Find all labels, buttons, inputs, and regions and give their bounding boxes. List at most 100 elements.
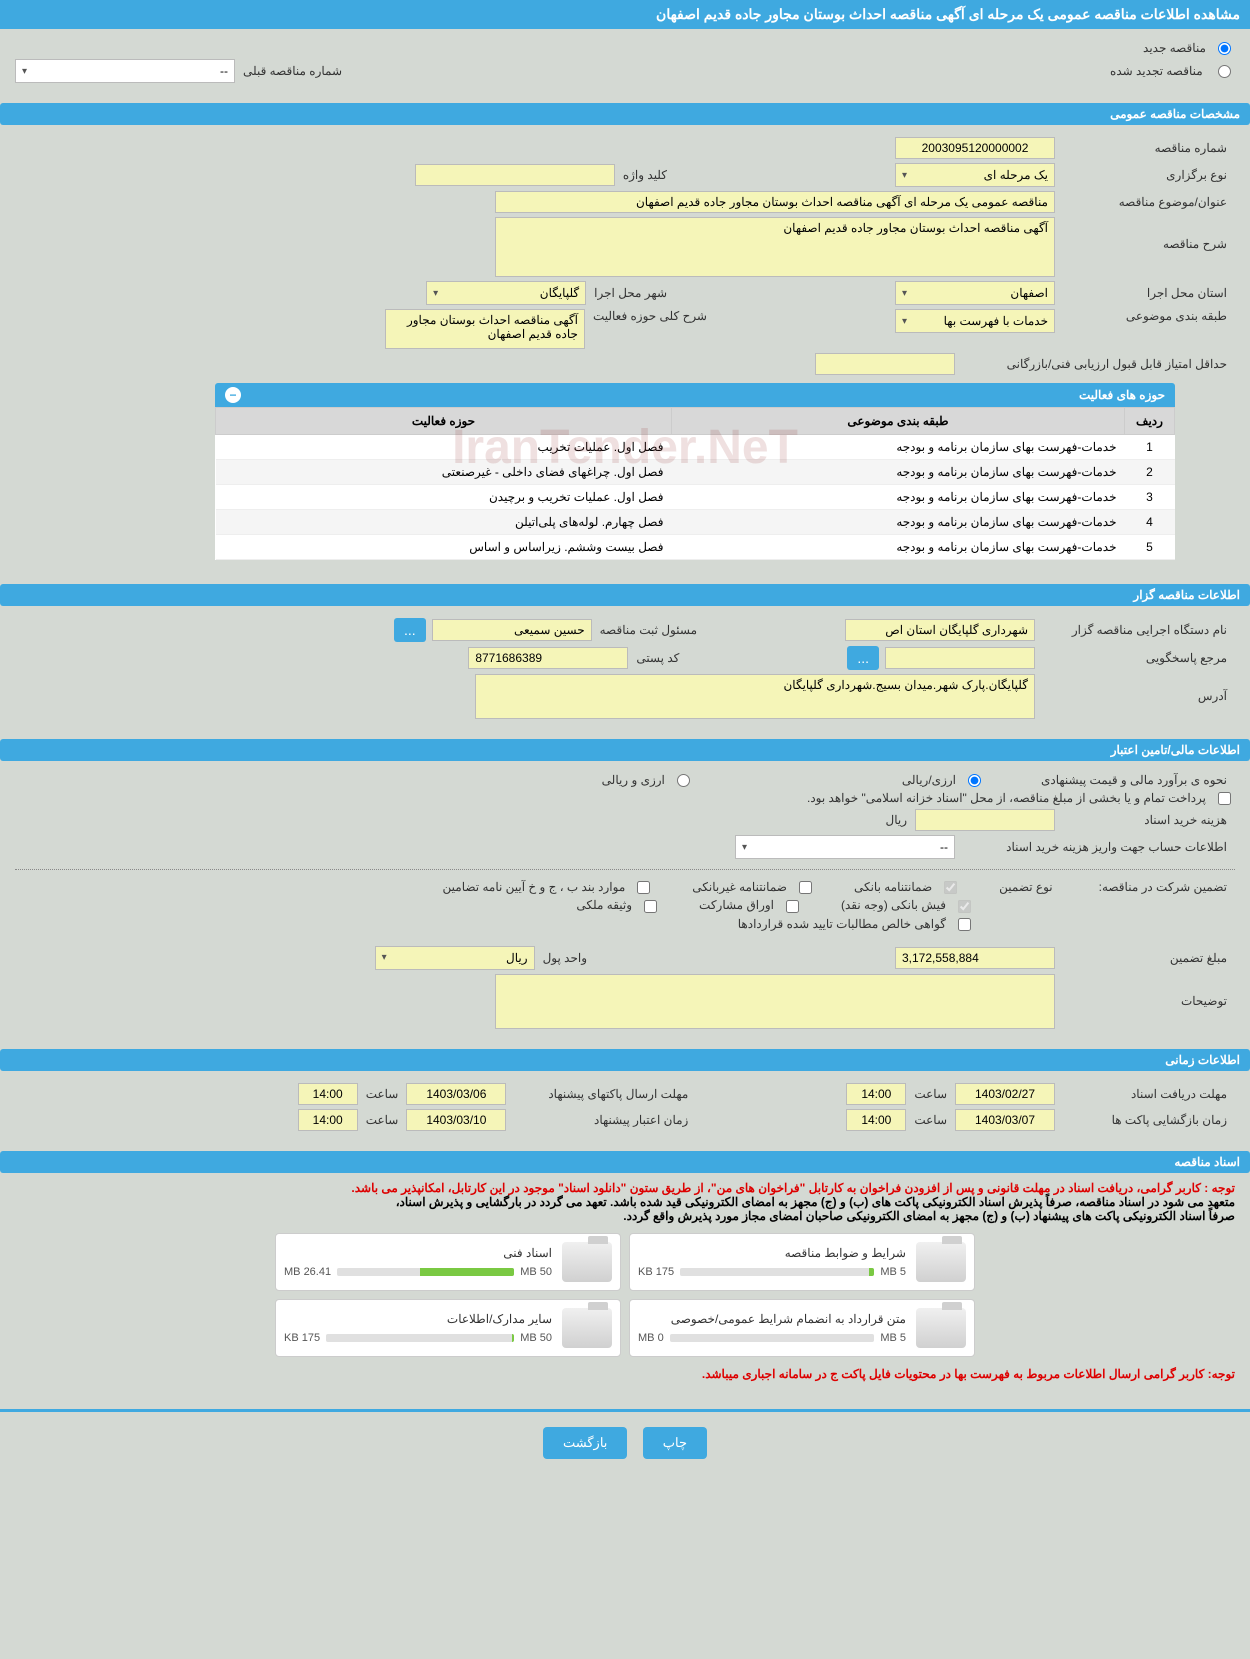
registrar-more-button[interactable]: ... <box>394 618 426 642</box>
time-label-1: ساعت <box>906 1087 955 1101</box>
chevron-down-icon: ▾ <box>433 288 446 299</box>
folder-icon <box>562 1242 612 1282</box>
account-dropdown[interactable]: -- ▾ <box>735 835 955 859</box>
back-button[interactable]: بازگشت <box>543 1427 627 1459</box>
doc-cost-unit: ریال <box>877 813 915 827</box>
send-time: 14:00 <box>298 1083 358 1105</box>
gt-nonbank-checkbox[interactable] <box>799 881 812 894</box>
chevron-down-icon: ▾ <box>22 66 35 77</box>
city-dropdown[interactable]: گلپایگان ▾ <box>426 281 586 305</box>
section-general: مشخصات مناقصه عمومی <box>0 103 1250 125</box>
min-score-label: حداقل امتیاز قابل قبول ارزیابی فنی/بازرگ… <box>955 357 1235 371</box>
category-dropdown[interactable]: خدمات با فهرست بها ▾ <box>895 309 1055 333</box>
table-cell: فصل اول. عملیات تخریب <box>216 435 672 460</box>
activity-table: ردیف طبقه بندی موضوعی حوزه فعالیت 1خدمات… <box>215 407 1175 560</box>
document-card[interactable]: شرایط و ضوابط مناقصه 5 MB 175 KB <box>629 1233 975 1291</box>
postal-label: کد پستی <box>628 651 687 665</box>
prev-tender-dropdown[interactable]: -- ▾ <box>15 59 235 83</box>
account-value: -- <box>940 840 948 854</box>
tender-no-label: شماره مناقصه <box>1055 141 1235 155</box>
table-cell: فصل اول. عملیات تخریب و برچیدن <box>216 485 672 510</box>
category-value: خدمات با فهرست بها <box>944 314 1048 328</box>
treasury-checkbox[interactable] <box>1218 792 1231 805</box>
gt-receivables-checkbox[interactable] <box>958 918 971 931</box>
doc-title: سایر مدارک/اطلاعات <box>284 1312 552 1326</box>
document-card[interactable]: سایر مدارک/اطلاعات 50 MB 175 KB <box>275 1299 621 1357</box>
unit-label: واحد پول <box>535 951 595 965</box>
table-row: 1خدمات-فهرست بهای سازمان برنامه و بودجهف… <box>216 435 1175 460</box>
table-cell: 2 <box>1125 460 1175 485</box>
activity-table-title: حوزه های فعالیت <box>1079 388 1165 402</box>
province-dropdown[interactable]: اصفهان ▾ <box>895 281 1055 305</box>
table-cell: خدمات-فهرست بهای سازمان برنامه و بودجه <box>671 435 1124 460</box>
time-label-2: ساعت <box>358 1087 407 1101</box>
table-row: 2خدمات-فهرست بهای سازمان برنامه و بودجهف… <box>216 460 1175 485</box>
table-cell: 3 <box>1125 485 1175 510</box>
renewed-tender-radio[interactable] <box>1218 65 1231 78</box>
unit-value: ریال <box>506 951 528 965</box>
responder-more-button[interactable]: ... <box>847 646 879 670</box>
org-field: شهرداری گلپایگان استان اص <box>845 619 1035 641</box>
province-label: استان محل اجرا <box>1055 286 1235 300</box>
doc-total: 5 MB <box>880 1266 906 1278</box>
table-cell: خدمات-فهرست بهای سازمان برنامه و بودجه <box>671 460 1124 485</box>
progress-bar <box>680 1268 874 1276</box>
chevron-down-icon: ▾ <box>902 316 915 327</box>
scope-desc-field: آگهی مناقصه احداث بوستان مجاور جاده قدیم… <box>385 309 585 349</box>
doc-total: 50 MB <box>520 1332 552 1344</box>
send-date: 1403/03/06 <box>406 1083 506 1105</box>
col-scope: حوزه فعالیت <box>216 408 672 435</box>
time-label-3: ساعت <box>906 1113 955 1127</box>
gt-bank-checkbox <box>944 881 957 894</box>
account-label: اطلاعات حساب جهت واریز هزینه خرید اسناد <box>955 840 1235 854</box>
guarantee-label: تضمین شرکت در مناقصه: <box>1091 880 1235 894</box>
notice-red: توجه : کاربر گرامی، دریافت اسناد در مهلت… <box>15 1181 1235 1195</box>
collapse-icon[interactable]: − <box>225 387 241 403</box>
doc-used: 26.41 MB <box>284 1266 331 1278</box>
chevron-down-icon: ▾ <box>742 842 755 853</box>
scope-desc-label: شرح کلی حوزه فعالیت <box>585 309 715 323</box>
tender-no-field: 2003095120000002 <box>895 137 1055 159</box>
type-value: یک مرحله ای <box>984 168 1048 182</box>
gt-bonds: اوراق مشارکت <box>691 898 782 912</box>
currency-both-radio[interactable] <box>677 774 690 787</box>
unit-dropdown[interactable]: ریال ▾ <box>375 946 535 970</box>
progress-bar <box>326 1334 514 1342</box>
doc-title: شرایط و ضوابط مناقصه <box>638 1246 906 1260</box>
table-cell: 4 <box>1125 510 1175 535</box>
chevron-down-icon: ▾ <box>902 170 915 181</box>
doc-used: 175 KB <box>284 1332 320 1344</box>
folder-icon <box>916 1242 966 1282</box>
gt-nonbank: ضمانتنامه غیربانکی <box>684 880 795 894</box>
guarantee-type-label: نوع تضمین <box>991 880 1060 894</box>
notes-field[interactable] <box>495 974 1055 1029</box>
time-label-4: ساعت <box>358 1113 407 1127</box>
table-row: 3خدمات-فهرست بهای سازمان برنامه و بودجهف… <box>216 485 1175 510</box>
min-score-field[interactable] <box>815 353 955 375</box>
document-card[interactable]: اسناد فنی 50 MB 26.41 MB <box>275 1233 621 1291</box>
document-card[interactable]: متن قرارداد به انضمام شرایط عمومی/خصوصی … <box>629 1299 975 1357</box>
city-value: گلپایگان <box>540 286 579 300</box>
table-row: 4خدمات-فهرست بهای سازمان برنامه و بودجهف… <box>216 510 1175 535</box>
estimate-label: نحوه ی برآورد مالی و قیمت پیشنهادی <box>985 773 1235 787</box>
table-cell: فصل چهارم. لوله‌های پلی‌اتیلن <box>216 510 672 535</box>
doc-title: متن قرارداد به انضمام شرایط عمومی/خصوصی <box>638 1312 906 1326</box>
doc-cost-field[interactable] <box>915 809 1055 831</box>
keyword-label: کلید واژه <box>615 168 675 182</box>
currency-rial-radio[interactable] <box>968 774 981 787</box>
gt-clauses-checkbox[interactable] <box>637 881 650 894</box>
doc-title: اسناد فنی <box>284 1246 552 1260</box>
new-tender-radio[interactable] <box>1218 42 1231 55</box>
keyword-field[interactable] <box>415 164 615 186</box>
province-value: اصفهان <box>1010 286 1048 300</box>
new-tender-label: مناقصه جدید <box>1135 41 1214 55</box>
registrar-field: حسین سمیعی <box>432 619 592 641</box>
table-cell: 1 <box>1125 435 1175 460</box>
type-dropdown[interactable]: یک مرحله ای ▾ <box>895 163 1055 187</box>
renewed-tender-label: مناقصه تجدید شده <box>1102 64 1211 78</box>
print-button[interactable]: چاپ <box>643 1427 707 1459</box>
gt-bonds-checkbox[interactable] <box>786 900 799 913</box>
gt-property-checkbox[interactable] <box>644 900 657 913</box>
amount-label: مبلغ تضمین <box>1055 951 1235 965</box>
doc-used: 0 MB <box>638 1332 664 1344</box>
